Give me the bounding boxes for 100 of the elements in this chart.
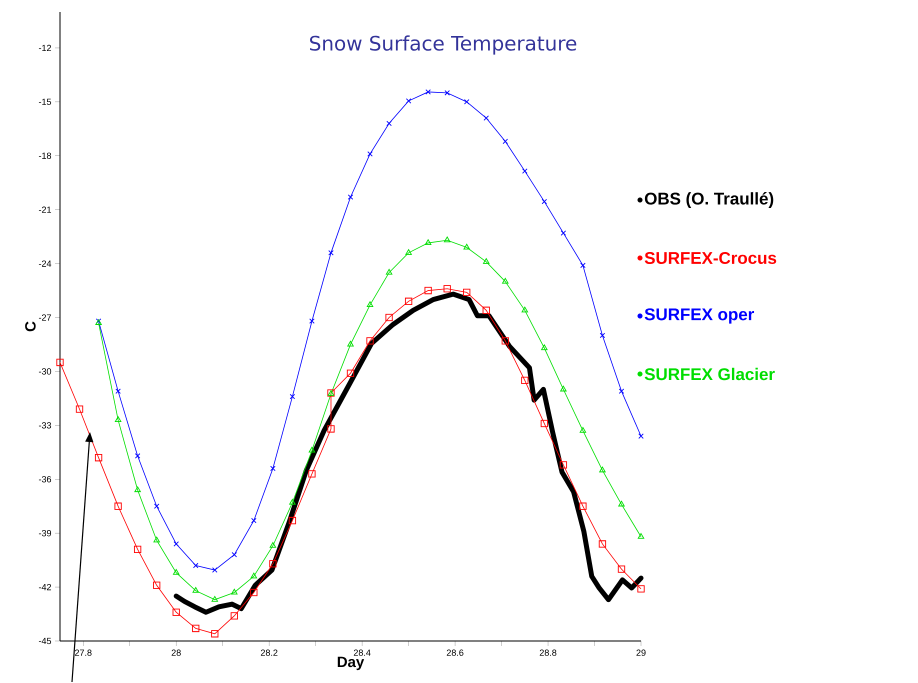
y-tick-label: -18 xyxy=(38,152,52,160)
x-tick-label: 28 xyxy=(172,650,181,656)
point xyxy=(406,98,412,104)
point xyxy=(385,314,393,322)
point xyxy=(114,416,122,422)
y-tick-label: -39 xyxy=(38,530,52,537)
point xyxy=(212,568,218,573)
point xyxy=(521,376,528,384)
x-tick-label: 28.2 xyxy=(260,650,278,656)
point xyxy=(638,434,644,440)
point xyxy=(347,341,354,347)
point xyxy=(134,486,141,492)
point xyxy=(270,542,276,548)
point xyxy=(134,546,142,554)
point xyxy=(463,288,470,296)
point xyxy=(637,585,645,593)
point xyxy=(580,262,586,268)
point xyxy=(386,120,392,126)
point xyxy=(308,470,316,478)
y-tick-label: -42 xyxy=(38,584,52,590)
point xyxy=(173,541,179,547)
y-tick-label: -27 xyxy=(38,314,52,321)
point xyxy=(328,250,334,256)
point xyxy=(212,596,218,602)
point xyxy=(599,466,606,473)
point xyxy=(483,258,490,264)
point xyxy=(192,587,199,593)
point xyxy=(366,301,374,308)
point xyxy=(308,447,316,453)
point xyxy=(94,454,102,462)
point xyxy=(560,461,568,469)
point xyxy=(269,560,277,568)
point xyxy=(618,388,624,394)
point xyxy=(192,624,200,632)
point xyxy=(115,388,121,394)
point xyxy=(290,394,296,400)
point xyxy=(405,249,412,256)
point xyxy=(560,230,566,236)
point xyxy=(404,298,412,306)
point xyxy=(367,151,373,157)
y-tick-label: -12 xyxy=(38,44,52,52)
point xyxy=(309,318,315,324)
point xyxy=(424,239,432,246)
y-tick-label: -21 xyxy=(38,206,52,214)
point xyxy=(250,572,258,579)
point xyxy=(251,518,257,524)
point xyxy=(153,582,160,590)
point xyxy=(540,420,548,428)
point xyxy=(172,608,180,616)
point xyxy=(502,278,509,284)
point xyxy=(425,89,431,95)
legend-label: SURFEX oper xyxy=(644,308,754,324)
line-series xyxy=(174,292,644,615)
point xyxy=(579,502,587,510)
x-tick-label: 28.6 xyxy=(446,650,464,656)
point xyxy=(502,138,508,144)
point xyxy=(366,337,374,345)
point xyxy=(134,453,140,459)
y-tick-label: -45 xyxy=(38,638,52,644)
point xyxy=(638,533,644,540)
point xyxy=(346,370,354,378)
y-tick-label: -15 xyxy=(38,98,52,106)
point xyxy=(424,287,432,294)
point xyxy=(193,563,198,568)
point xyxy=(618,566,626,573)
point xyxy=(76,406,84,414)
point xyxy=(348,194,354,200)
point xyxy=(444,90,450,96)
y-tick-label: -24 xyxy=(38,260,52,267)
x-tick-label: 29 xyxy=(636,650,646,656)
point xyxy=(522,168,528,174)
point xyxy=(598,540,606,548)
legend-label: SURFEX Glacier xyxy=(644,368,775,380)
point xyxy=(502,337,509,345)
point xyxy=(541,344,548,350)
point xyxy=(230,612,238,620)
point xyxy=(153,536,160,543)
y-tick-label: -30 xyxy=(38,368,52,375)
point xyxy=(444,236,450,242)
point xyxy=(231,589,238,595)
point xyxy=(463,244,470,250)
point xyxy=(522,306,528,313)
y-axis-title: C xyxy=(25,322,36,332)
point xyxy=(618,500,625,507)
point xyxy=(56,358,64,366)
point xyxy=(482,306,490,314)
point xyxy=(580,427,586,433)
point xyxy=(288,517,296,524)
point xyxy=(270,466,276,472)
point xyxy=(250,589,258,596)
point xyxy=(464,99,470,105)
point xyxy=(386,269,392,275)
point xyxy=(484,116,489,121)
point xyxy=(444,285,451,293)
y-tick-label: -36 xyxy=(38,476,52,483)
point xyxy=(114,502,122,510)
point xyxy=(542,199,548,204)
x-tick-label: 27.8 xyxy=(74,650,92,656)
point xyxy=(211,630,218,638)
point xyxy=(232,552,238,558)
